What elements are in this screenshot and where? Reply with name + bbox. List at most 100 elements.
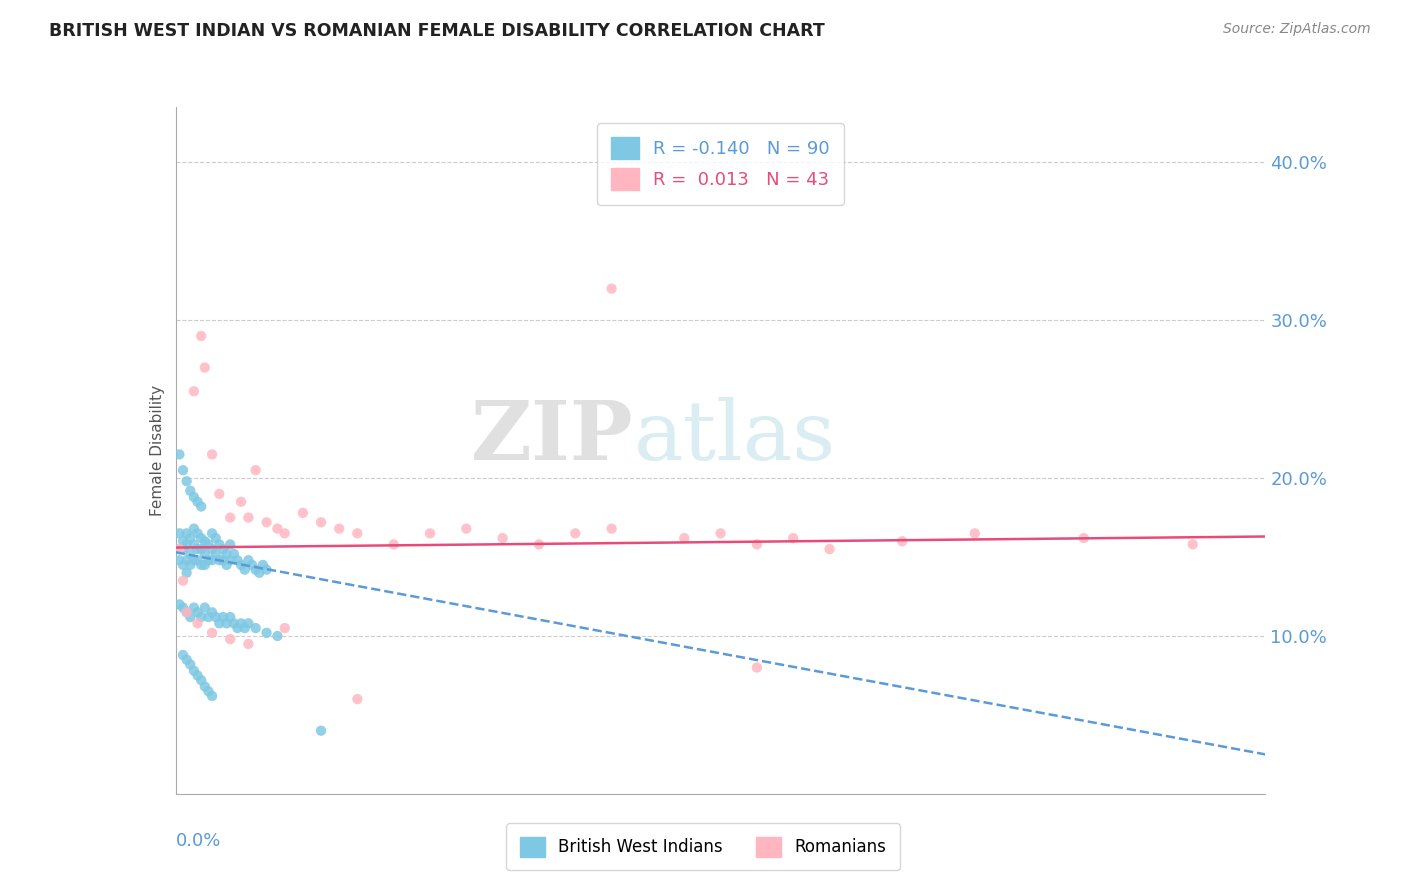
Point	[208, 537, 231, 551]
Point	[169, 542, 191, 557]
Point	[673, 531, 696, 545]
Point	[309, 516, 332, 530]
Point	[231, 558, 253, 572]
Point	[238, 553, 260, 567]
Point	[240, 558, 263, 572]
Point	[176, 605, 198, 619]
Point	[219, 632, 242, 647]
Point	[226, 553, 249, 567]
Point	[219, 610, 242, 624]
Point	[197, 610, 219, 624]
Point	[204, 547, 226, 561]
Point	[201, 605, 224, 619]
Point	[197, 537, 219, 551]
Point	[309, 723, 332, 738]
Point	[233, 621, 256, 635]
Point	[176, 653, 198, 667]
Point	[266, 629, 288, 643]
Point	[186, 668, 209, 682]
Point	[564, 526, 586, 541]
Point	[231, 495, 253, 509]
Point	[600, 522, 623, 536]
Point	[208, 553, 231, 567]
Point	[186, 616, 209, 631]
Point	[274, 526, 297, 541]
Point	[194, 534, 217, 549]
Text: ZIP: ZIP	[471, 397, 633, 476]
Point	[710, 526, 733, 541]
Point	[190, 329, 212, 343]
Point	[176, 566, 198, 580]
Point	[201, 542, 224, 557]
Point	[219, 553, 242, 567]
Point	[745, 660, 768, 674]
Point	[190, 500, 212, 514]
Point	[176, 475, 198, 489]
Point	[346, 692, 368, 706]
Point	[274, 621, 297, 635]
Point	[212, 553, 235, 567]
Point	[194, 360, 217, 375]
Point	[1181, 537, 1204, 551]
Point	[256, 563, 278, 577]
Point	[197, 553, 219, 567]
Point	[238, 637, 260, 651]
Point	[190, 673, 212, 688]
Point	[190, 558, 212, 572]
Point	[194, 558, 217, 572]
Point	[190, 542, 212, 557]
Point	[266, 522, 288, 536]
Point	[186, 553, 209, 567]
Point	[201, 625, 224, 640]
Point	[172, 648, 194, 662]
Point	[456, 522, 478, 536]
Point	[183, 537, 205, 551]
Point	[204, 610, 226, 624]
Point	[212, 542, 235, 557]
Point	[179, 657, 201, 672]
Point	[201, 447, 224, 461]
Point	[201, 689, 224, 703]
Point	[256, 516, 278, 530]
Point	[172, 558, 194, 572]
Text: atlas: atlas	[633, 397, 835, 476]
Point	[179, 531, 201, 545]
Point	[208, 616, 231, 631]
Point	[222, 616, 245, 631]
Point	[1073, 531, 1095, 545]
Point	[169, 526, 191, 541]
Point	[172, 574, 194, 588]
Point	[346, 526, 368, 541]
Point	[172, 463, 194, 477]
Point	[169, 598, 191, 612]
Point	[176, 553, 198, 567]
Point	[183, 490, 205, 504]
Point	[201, 553, 224, 567]
Point	[328, 522, 350, 536]
Point	[179, 558, 201, 572]
Point	[183, 522, 205, 536]
Point	[190, 531, 212, 545]
Point	[219, 510, 242, 524]
Legend: R = -0.140   N = 90, R =  0.013   N = 43: R = -0.140 N = 90, R = 0.013 N = 43	[598, 123, 844, 205]
Point	[176, 537, 198, 551]
Point	[419, 526, 441, 541]
Point	[245, 621, 267, 635]
Point	[256, 625, 278, 640]
Legend: British West Indians, Romanians: British West Indians, Romanians	[506, 823, 900, 871]
Point	[222, 547, 245, 561]
Point	[186, 542, 209, 557]
Point	[238, 616, 260, 631]
Point	[208, 487, 231, 501]
Point	[186, 526, 209, 541]
Point	[183, 600, 205, 615]
Point	[169, 553, 191, 567]
Point	[226, 621, 249, 635]
Point	[782, 531, 804, 545]
Point	[215, 558, 238, 572]
Point	[215, 616, 238, 631]
Text: BRITISH WEST INDIAN VS ROMANIAN FEMALE DISABILITY CORRELATION CHART: BRITISH WEST INDIAN VS ROMANIAN FEMALE D…	[49, 22, 825, 40]
Point	[186, 605, 209, 619]
Point	[194, 547, 217, 561]
Point	[492, 531, 515, 545]
